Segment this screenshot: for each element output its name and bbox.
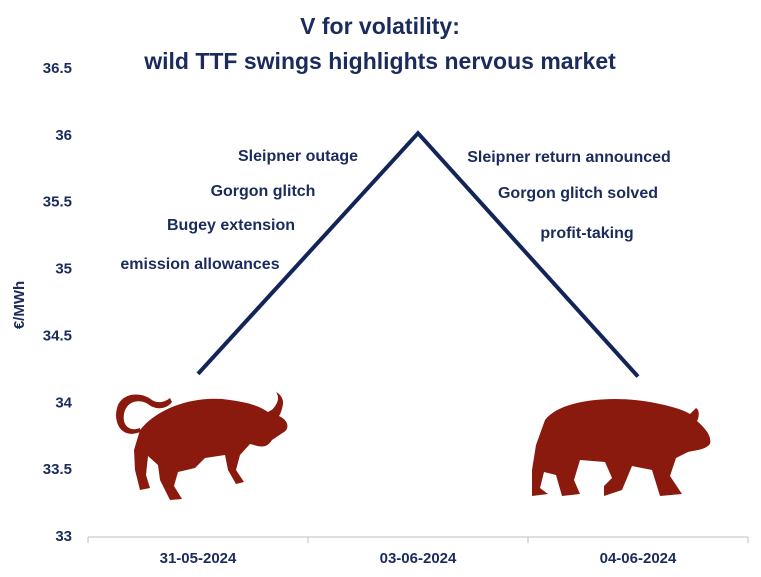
annotation: emission allowances — [120, 256, 279, 273]
y-tick-label: 35 — [55, 261, 72, 278]
annotation: Gorgon glitch solved — [498, 185, 658, 202]
bear-icon — [532, 399, 711, 496]
x-tick-label: 31-05-2024 — [160, 550, 237, 567]
y-tick-label: 36.5 — [43, 60, 72, 77]
x-tick-label: 04-06-2024 — [600, 550, 677, 567]
y-tick-label: 35.5 — [43, 194, 72, 211]
annotation: Sleipner outage — [238, 148, 358, 165]
annotation: Sleipner return announced — [467, 149, 671, 166]
y-tick-label: 34.5 — [43, 327, 72, 344]
chart-title: wild TTF swings highlights nervous marke… — [143, 48, 616, 74]
chart-title: V for volatility: — [300, 13, 460, 39]
y-tick-label: 33.5 — [43, 461, 72, 478]
annotation: profit-taking — [540, 225, 633, 242]
y-tick-label: 33 — [55, 528, 72, 545]
y-axis-label: €/MWh — [11, 281, 28, 329]
bull-icon — [116, 392, 288, 500]
line — [196, 130, 640, 378]
y-tick-label: 34 — [55, 394, 72, 411]
y-tick-label: 36 — [55, 127, 72, 144]
annotation: Gorgon glitch — [211, 183, 316, 200]
annotation: Bugey extension — [167, 217, 295, 234]
x-tick-label: 03-06-2024 — [380, 550, 457, 567]
